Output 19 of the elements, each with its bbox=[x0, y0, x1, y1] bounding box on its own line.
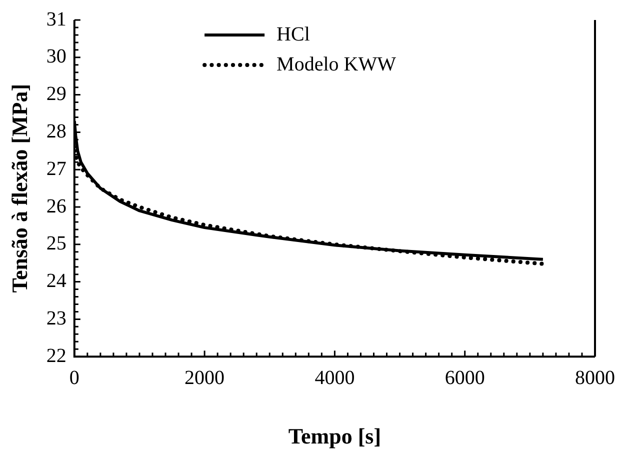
x-axis-title: Tempo [s] bbox=[288, 423, 382, 448]
x-tick-label: 6000 bbox=[444, 366, 485, 389]
y-tick-label: 26 bbox=[46, 195, 66, 218]
y-tick-label: 22 bbox=[46, 344, 66, 367]
y-axis-title: Tensão à flexão [MPa] bbox=[6, 84, 32, 293]
x-tick-label: 8000 bbox=[575, 366, 615, 389]
legend-label: Modelo KWW bbox=[276, 53, 396, 76]
y-tick-label: 27 bbox=[46, 158, 66, 180]
y-tick-label: 28 bbox=[46, 120, 66, 142]
x-tick-label: 0 bbox=[69, 366, 80, 389]
y-tick-label: 30 bbox=[46, 46, 66, 68]
legend-label: HCl bbox=[276, 23, 310, 46]
y-tick-label: 29 bbox=[46, 83, 66, 106]
y-tick-label: 31 bbox=[46, 8, 66, 30]
y-tick-label: 25 bbox=[46, 232, 66, 255]
y-tick-label: 23 bbox=[46, 307, 66, 330]
y-tick-label: 24 bbox=[46, 270, 66, 292]
x-tick-label: 4000 bbox=[314, 366, 355, 389]
x-tick-label: 2000 bbox=[184, 366, 225, 389]
